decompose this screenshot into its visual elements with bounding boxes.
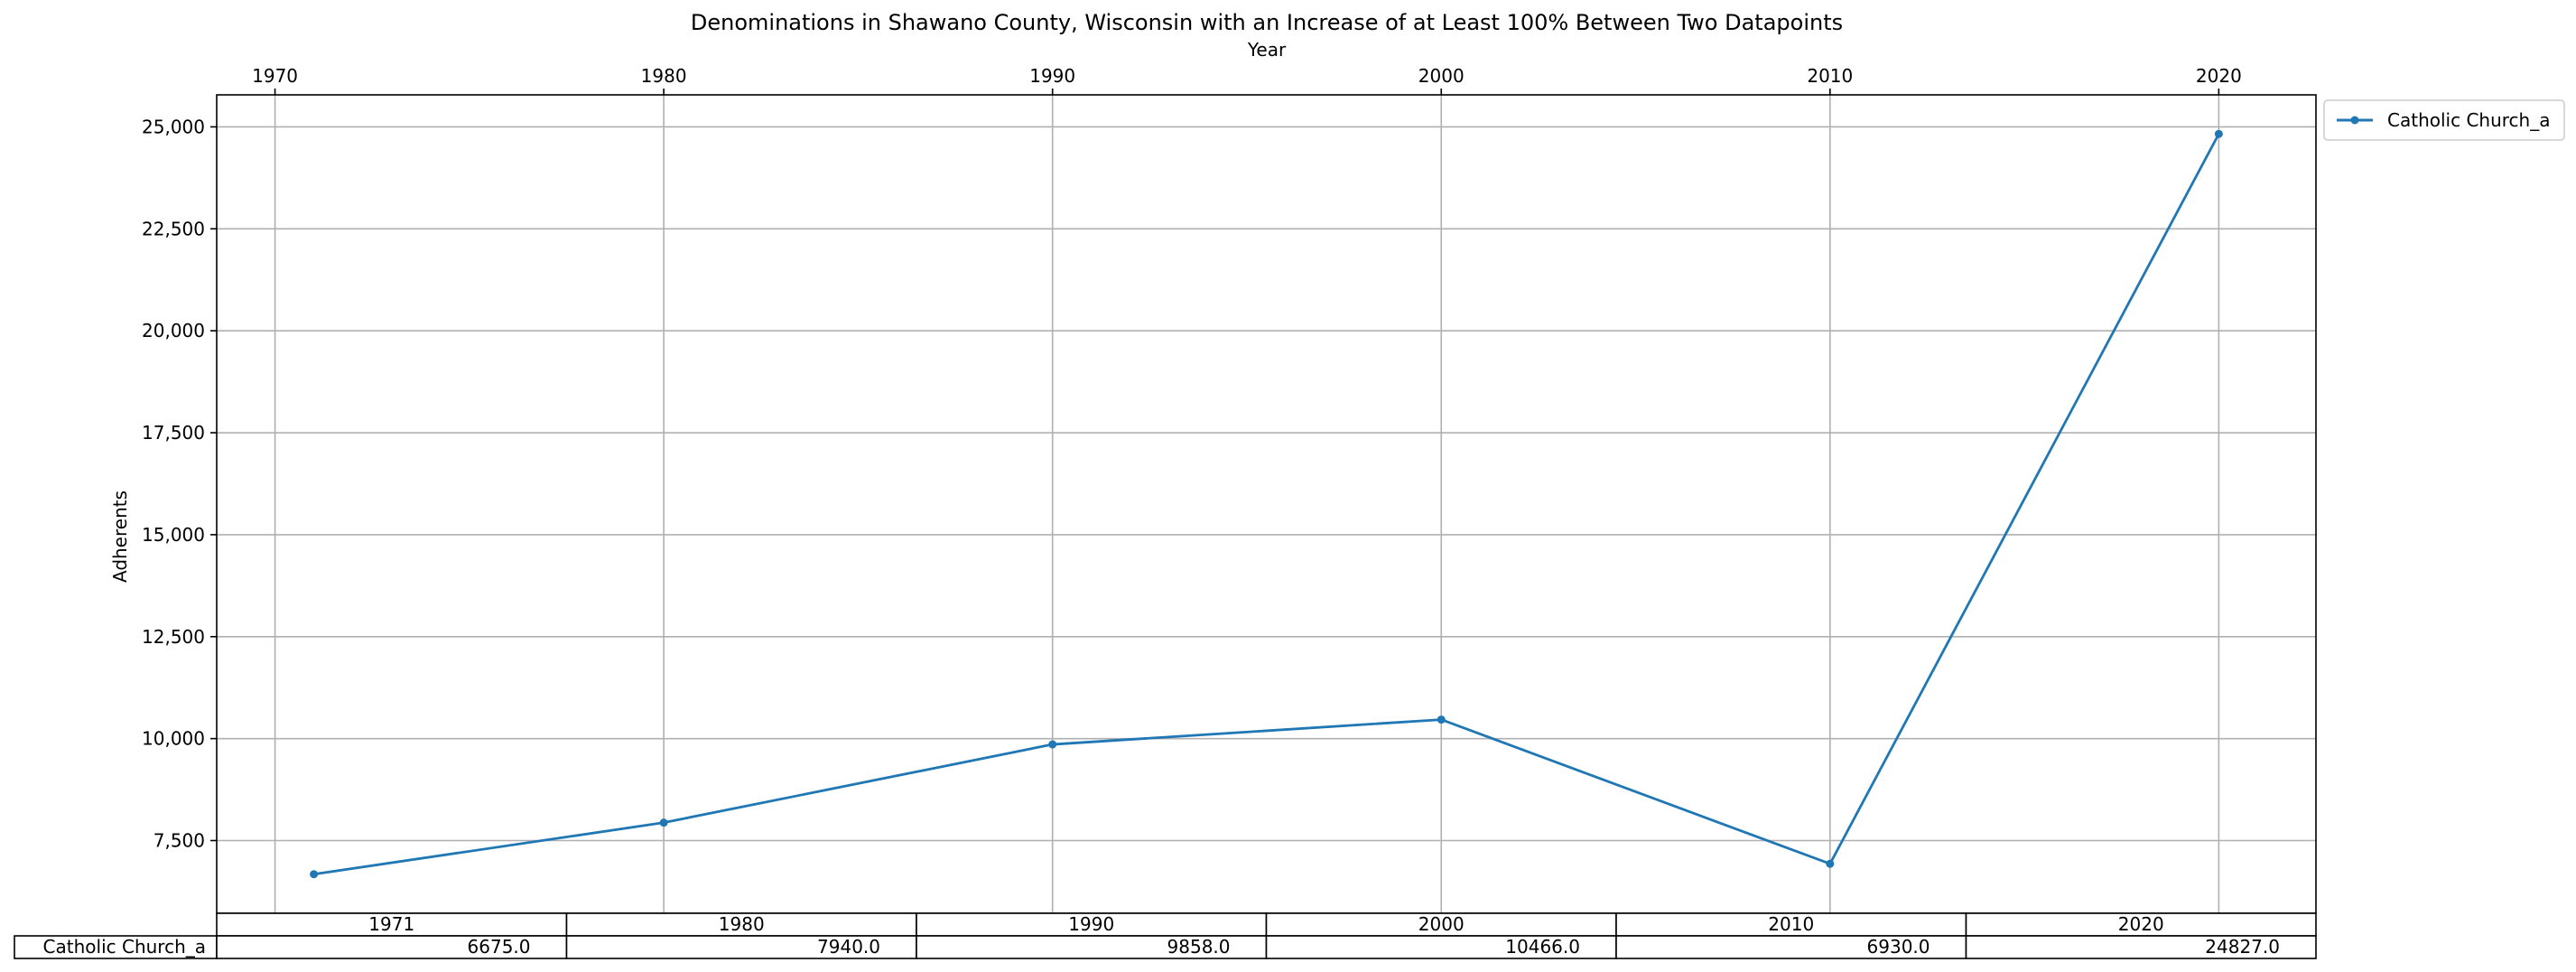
x-ticks: 1970 1980 1990 2000 2010 2020: [252, 65, 2242, 95]
x-tick-label: 2010: [1807, 65, 1853, 87]
legend-box: [2323, 99, 2565, 141]
y-tick-label: 25,000: [142, 116, 205, 137]
data-point: [1437, 715, 1446, 724]
table-header-label: 2010: [1768, 913, 1814, 935]
table-cell-value: 6675.0: [468, 936, 531, 958]
table-cell: [1965, 935, 2317, 959]
table-header-label: 1980: [719, 913, 765, 935]
table-header-label: 2020: [2118, 913, 2164, 935]
table-row-label: Catholic Church_a: [43, 936, 206, 958]
data-table: 1971 1980 1990 2000 2010 2020 Catholic Church_…: [14, 912, 2317, 959]
grid-lines: [217, 95, 2316, 913]
table-cell-value: 7940.0: [817, 936, 880, 958]
table-header-cell: [216, 912, 568, 937]
x-tick-label: 1990: [1029, 65, 1075, 87]
data-point: [1048, 740, 1057, 749]
x-axis-title: Year: [1247, 39, 1287, 61]
y-tick-label: 7,500: [153, 830, 205, 852]
series-line-catholic-church-a: [313, 133, 2220, 876]
legend-marker-catholic-church-a: [2350, 116, 2359, 125]
data-point: [1826, 859, 1835, 868]
y-ticks: 7,500 10,000 12,500 15,000 17,500 20,000 22,50…: [142, 116, 217, 852]
y-tick-label: 12,500: [142, 626, 205, 648]
x-tick-label: 2020: [2196, 65, 2242, 87]
y-tick-label: 20,000: [142, 320, 205, 341]
y-axis-title: Adherents: [109, 491, 131, 583]
table-cell-value: 10466.0: [1505, 936, 1580, 958]
table-cell: [1265, 935, 1617, 959]
table-row-label-cell: [14, 935, 218, 959]
y-tick-label: 22,500: [142, 218, 205, 239]
table-header-label: 1971: [368, 913, 414, 935]
series-layer: [310, 129, 2223, 879]
table-header-cell: [1265, 912, 1617, 937]
y-tick-label: 17,500: [142, 422, 205, 444]
table-header-label: 1990: [1068, 913, 1114, 935]
table-header-cell: [565, 912, 917, 937]
table-cell-value: 24827.0: [2205, 936, 2280, 958]
x-tick-label: 1980: [641, 65, 687, 87]
table-cell-value: 6930.0: [1867, 936, 1930, 958]
y-tick-label: 10,000: [142, 728, 205, 750]
data-point: [2214, 129, 2223, 138]
table-cell: [1615, 935, 1967, 959]
table-cell-value: 9858.0: [1167, 936, 1231, 958]
table-header-label: 2000: [1418, 913, 1465, 935]
legend: Catholic Church_a: [2323, 99, 2565, 141]
data-point: [310, 870, 319, 879]
x-tick-label: 1970: [252, 65, 298, 87]
x-tick-label: 2000: [1418, 65, 1465, 87]
y-tick-label: 15,000: [142, 524, 205, 546]
table-header-cell: [1965, 912, 2317, 937]
table-cell: [216, 935, 568, 959]
chart-title: Denominations in Shawano County, Wiscons…: [691, 10, 1843, 35]
legend-label-catholic-church-a: Catholic Church_a: [2387, 109, 2550, 131]
data-point: [659, 818, 668, 827]
plot-frame: [216, 94, 2317, 914]
